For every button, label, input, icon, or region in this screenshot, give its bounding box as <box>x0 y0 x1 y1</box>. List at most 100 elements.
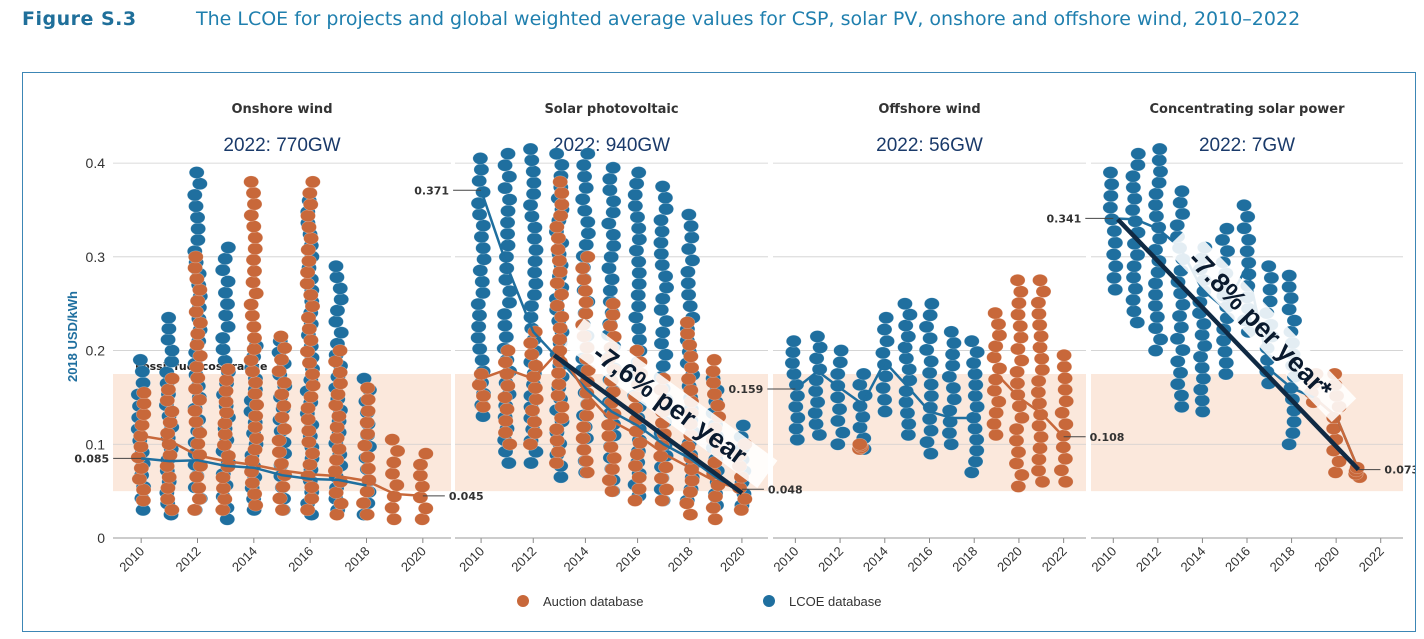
lcoe-point <box>605 239 622 253</box>
auction-point <box>218 384 234 398</box>
auction-point <box>683 350 699 363</box>
lcoe-point <box>1240 256 1257 270</box>
panel-capacity: 2022: 940GW <box>553 135 670 156</box>
auction-point <box>1032 341 1048 354</box>
lcoe-point <box>496 307 513 321</box>
auction-point <box>706 387 723 401</box>
lcoe-point <box>789 389 806 403</box>
auction-point <box>1013 285 1029 299</box>
lcoe-point <box>787 400 804 414</box>
auction-point <box>135 494 152 507</box>
auction-point <box>359 450 376 464</box>
lcoe-point <box>1152 333 1169 346</box>
auction-point <box>601 473 618 487</box>
lcoe-point <box>809 395 826 409</box>
lcoe-point <box>333 326 350 339</box>
auction-point <box>218 395 234 409</box>
y-axis-label: 2018 USD/kWh <box>65 291 80 382</box>
lcoe-point <box>576 204 593 217</box>
auction-point <box>304 299 321 313</box>
auction-point <box>603 440 619 454</box>
start-value-label: 0.371 <box>414 184 449 197</box>
lcoe-point <box>163 355 180 368</box>
trend-label-bg <box>563 318 778 489</box>
panel-title: Solar photovoltaic <box>544 102 678 117</box>
auction-point <box>705 501 722 515</box>
lcoe-point <box>898 395 914 409</box>
lcoe-point <box>1147 288 1164 301</box>
lcoe-point <box>604 272 620 286</box>
auction-point <box>497 414 514 428</box>
auction-point <box>301 254 317 268</box>
lcoe-point <box>786 367 802 381</box>
lcoe-point <box>1175 343 1191 357</box>
lcoe-point <box>654 292 671 305</box>
lcoe-point <box>967 389 984 403</box>
lcoe-point <box>1194 328 1210 342</box>
auction-point <box>300 401 316 415</box>
auction-point <box>188 360 205 374</box>
auction-point <box>553 186 570 200</box>
auction-point <box>247 387 263 401</box>
lcoe-point <box>1219 222 1235 236</box>
lcoe-point <box>554 158 570 172</box>
lcoe-point <box>944 359 961 372</box>
lcoe-point <box>471 309 488 322</box>
auction-point <box>417 502 434 515</box>
auction-point <box>578 409 595 422</box>
auction-point <box>1012 319 1029 333</box>
auction-point <box>303 232 319 245</box>
lcoe-point <box>630 299 647 313</box>
auction-point <box>552 175 568 189</box>
auction-point <box>359 508 375 521</box>
auction-point <box>627 459 644 473</box>
auction-point <box>246 197 263 211</box>
auction-point <box>244 309 261 322</box>
auction-point <box>161 470 177 484</box>
lcoe-point <box>784 356 801 370</box>
auction-point <box>471 378 488 392</box>
auction-point <box>1056 348 1072 362</box>
lcoe-point <box>919 435 935 449</box>
lcoe-point <box>215 343 231 356</box>
lcoe-point <box>1174 207 1191 221</box>
auction-point <box>526 415 543 429</box>
lcoe-point <box>1107 283 1124 296</box>
auction-point <box>629 448 646 461</box>
auction-point <box>189 327 206 341</box>
auction-point <box>273 387 290 401</box>
lcoe-point <box>1239 210 1256 224</box>
lcoe-point <box>471 342 488 356</box>
figure-label: Figure S.3 <box>22 8 137 30</box>
lcoe-point <box>605 194 622 208</box>
auction-point <box>192 283 208 297</box>
lcoe-point <box>658 348 674 362</box>
auction-point <box>554 198 570 211</box>
lcoe-point <box>878 311 894 325</box>
lcoe-point <box>576 170 593 183</box>
auction-point <box>189 338 205 352</box>
lcoe-point <box>160 311 177 325</box>
auction-point <box>190 437 206 451</box>
lcoe-point <box>500 204 516 218</box>
auction-point <box>1035 285 1052 298</box>
start-value-label: 0.159 <box>729 383 764 396</box>
lcoe-point <box>680 242 697 256</box>
lcoe-point <box>473 163 490 176</box>
auction-point <box>1032 441 1048 455</box>
auction-point <box>1331 455 1347 468</box>
auction-point <box>304 367 321 381</box>
lcoe-point <box>1175 298 1191 311</box>
lcoe-point <box>654 180 671 193</box>
lcoe-point <box>1129 316 1146 329</box>
auction-point <box>186 503 203 517</box>
auction-point <box>629 344 645 357</box>
lcoe-point <box>654 225 670 238</box>
auction-point <box>359 427 376 441</box>
lcoe-point <box>472 264 489 277</box>
auction-point <box>303 480 320 494</box>
lcoe-point <box>1196 339 1213 353</box>
lcoe-point <box>575 158 592 172</box>
auction-point <box>271 445 288 459</box>
